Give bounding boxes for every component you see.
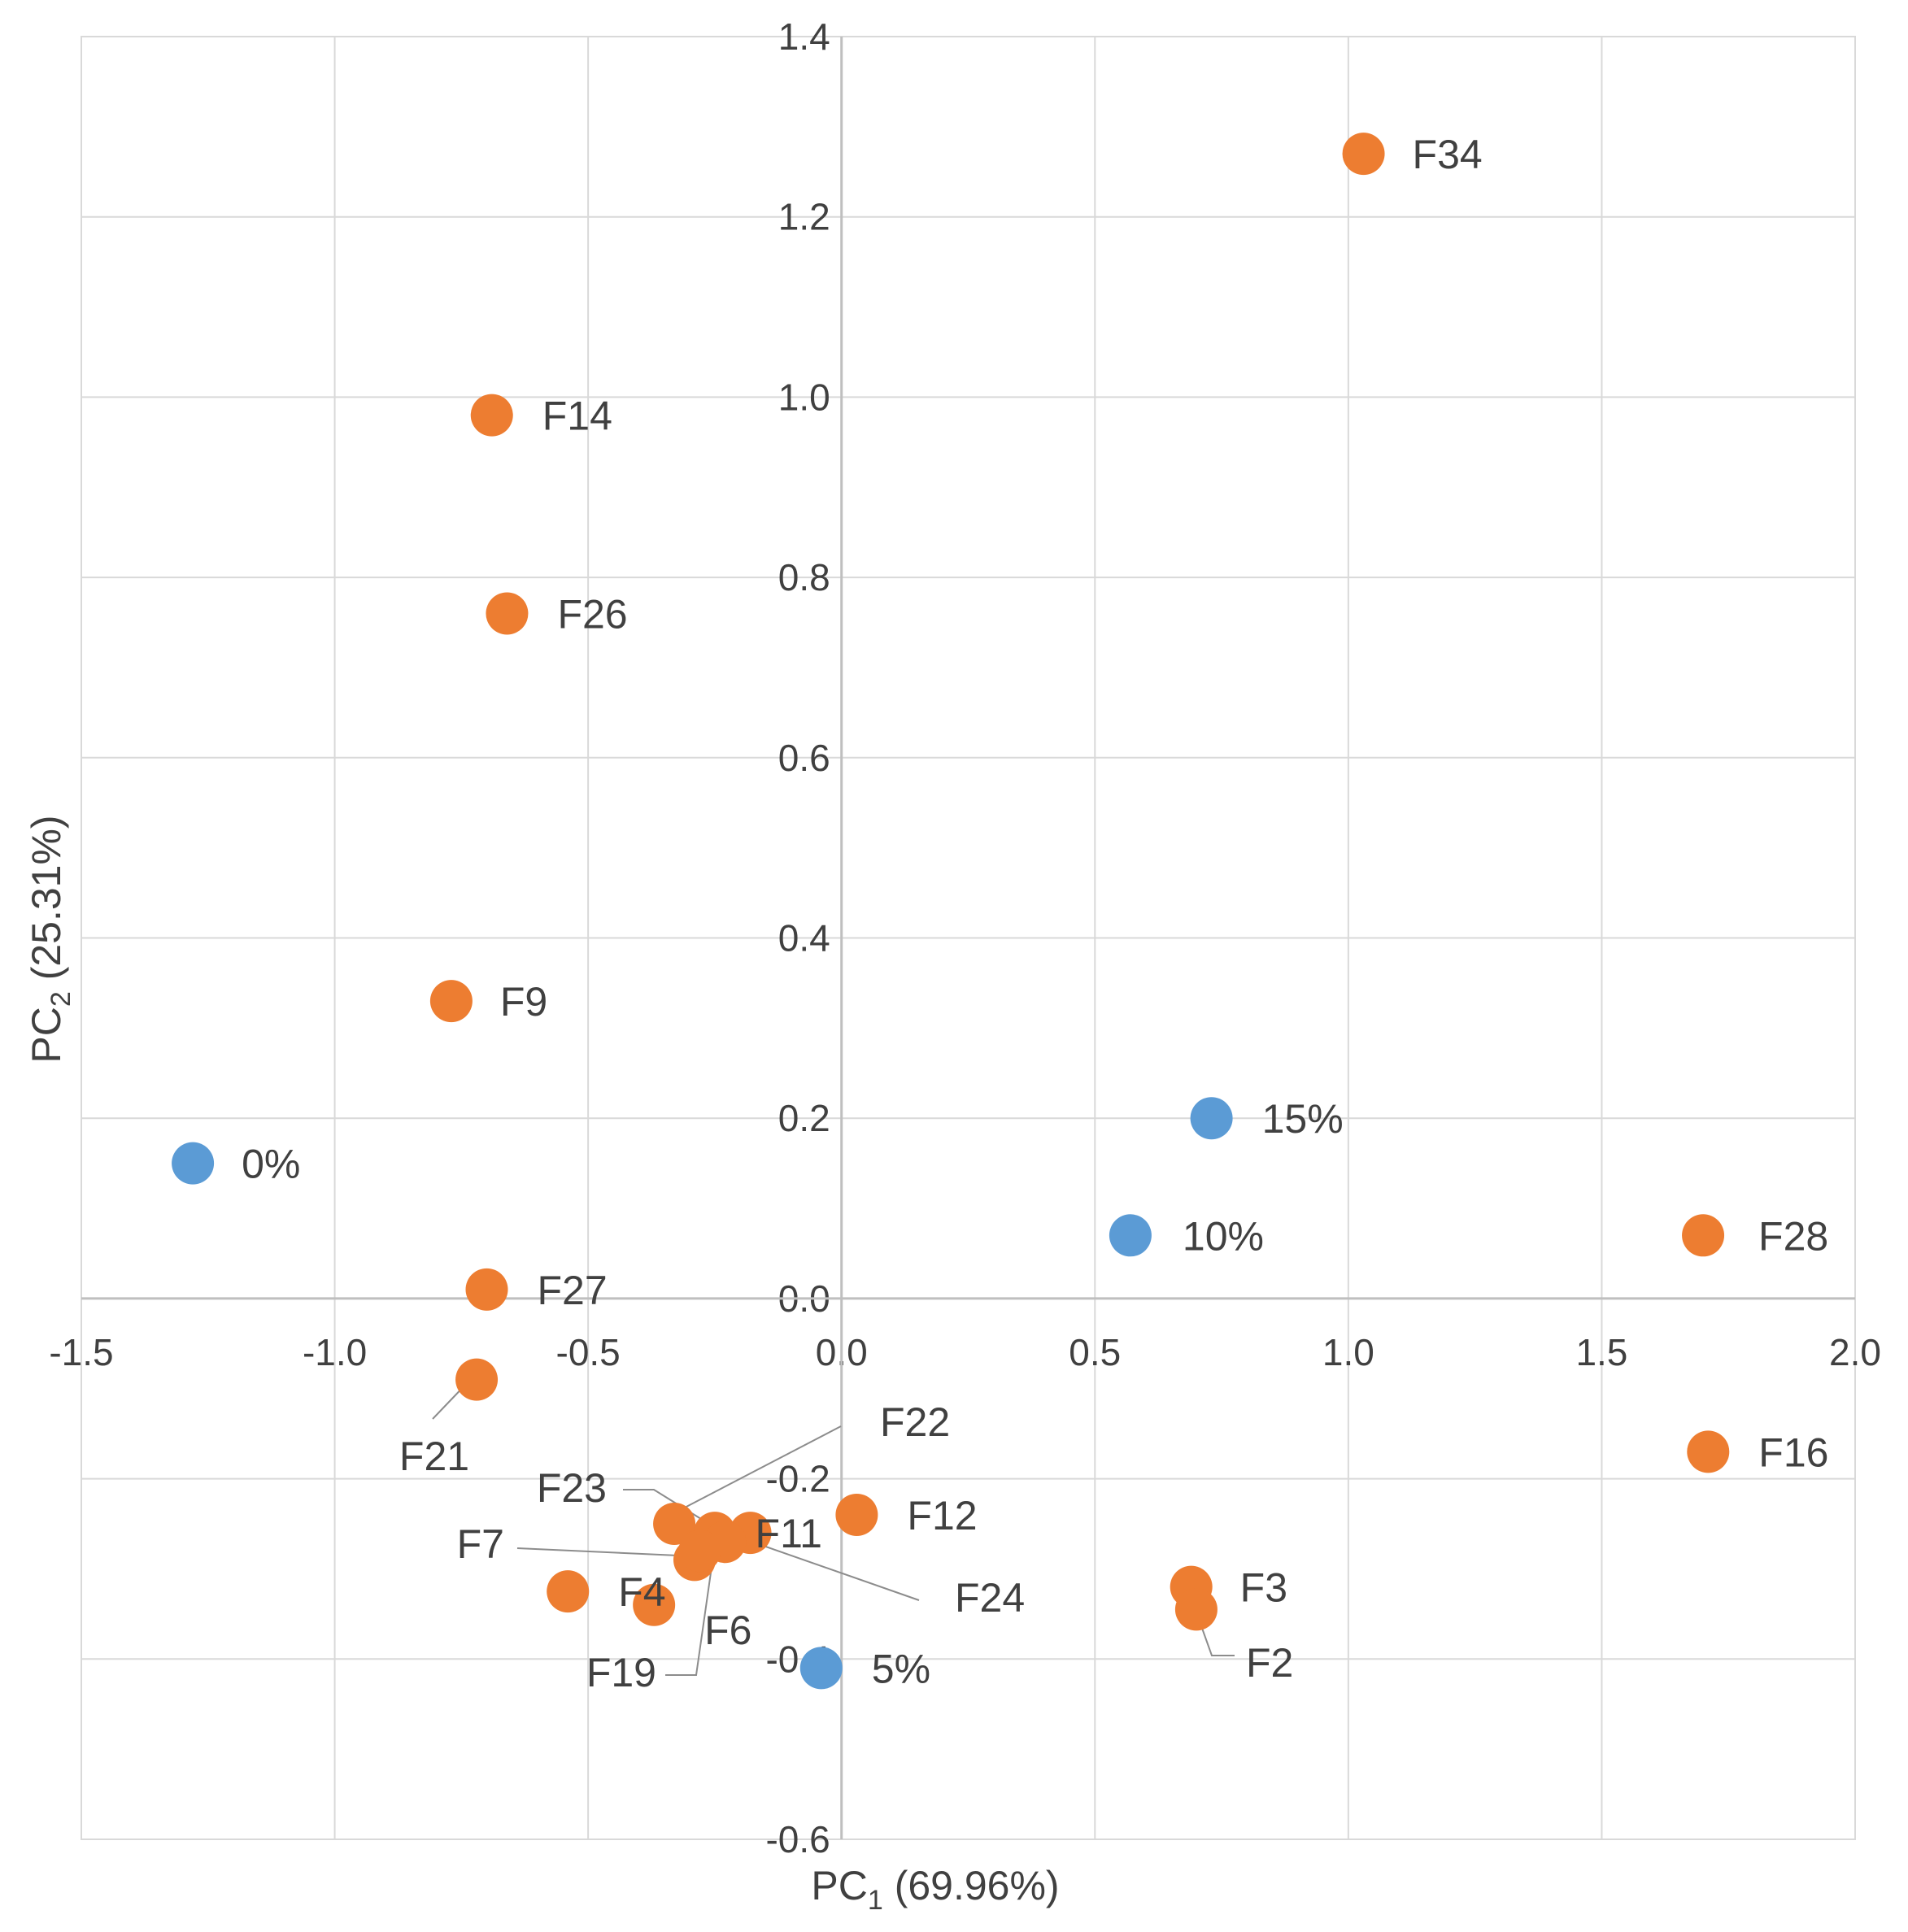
x-tick-label: -1.5 [49,1331,113,1373]
point-label: F4 [618,1569,665,1615]
scatter-point: F21 [455,1358,499,1401]
point-label: F12 [907,1493,977,1538]
point-label: 10% [1183,1213,1264,1259]
x-tick-label: -0.5 [556,1331,621,1373]
data-points: 0% 5% 10% 15% F34 F14 F26 F9 F27 F21 F28 F16 F12 F3 F2… [172,133,1730,1690]
y-axis-title: PC2 (25.31%) [24,815,76,1063]
point-label: F11 [756,1511,822,1556]
point-labels: 0% 5% 10% 15% F34 F14 F26 F9 F27 F21 F28 F16 F12 F3 F2… [242,132,1828,1695]
x-tick-label: -1.0 [303,1331,367,1373]
x-tick-label: 1.0 [1322,1331,1374,1373]
scatter-point: F28 [1682,1214,1725,1257]
scatter-point: F6 [633,1583,676,1626]
point-label: F6 [704,1608,751,1653]
y-tick-label: 0.2 [778,1097,830,1139]
y-tick-label: -0.6 [765,1818,830,1860]
x-tick-label: 2.0 [1829,1331,1881,1373]
axes: -1.5 -1.0 -0.5 0.0 0.5 1.0 1.5 2.0-0.6-0.4-0.20… [49,15,1881,1860]
y-tick-label: 1.2 [778,196,830,238]
scatter-point: 5% [799,1647,843,1690]
point-label: F21 [399,1434,469,1479]
y-tick-label: 1.0 [778,376,830,418]
scatter-point: 15% [1190,1097,1233,1140]
scatter-point: F12 [835,1493,878,1536]
x-tick-label: 0.5 [1069,1331,1121,1373]
point-label: F23 [537,1465,607,1511]
point-label: F19 [586,1650,656,1695]
point-label: F24 [955,1575,1025,1621]
point-label: 0% [242,1142,300,1187]
point-label: F2 [1246,1640,1293,1686]
y-tick-label: -0.2 [765,1458,830,1500]
y-tick-label: 1.4 [778,15,830,58]
point-label: F16 [1758,1429,1828,1475]
point-label: F3 [1240,1565,1287,1611]
x-axis-title: PC1 (69.96%) [811,1863,1059,1916]
label-leader-line [684,1425,842,1508]
label-leader-line [665,1538,717,1676]
scatter-point: 0% [172,1142,215,1185]
scatter-point: F9 [429,980,473,1023]
scatter-point: F4 [547,1570,590,1613]
point-label: F28 [1758,1213,1828,1259]
y-tick-label: 0.8 [778,556,830,598]
y-tick-label: 0.6 [778,737,830,779]
x-tick-label: 1.5 [1575,1331,1627,1373]
scatter-point: F27 [465,1268,508,1311]
label-leader-line [516,1547,697,1557]
scatter-point: F19 [678,1530,721,1573]
scatter-point: 10% [1109,1214,1152,1257]
scatter-point: F2 [1174,1588,1218,1631]
point-label: 5% [872,1646,930,1691]
point-label: F26 [557,591,627,637]
point-label: F7 [457,1521,504,1567]
scatter-point: F14 [470,394,513,437]
scatter-point: F26 [486,592,529,635]
scatter-point: F23 [653,1503,696,1546]
point-label: F14 [542,394,612,439]
point-label: F27 [538,1268,608,1313]
scatter-point: F34 [1342,133,1385,176]
point-label: F22 [880,1399,950,1445]
y-tick-label: 0.4 [778,917,830,959]
point-label: F9 [500,979,547,1025]
scatter-point: F16 [1687,1430,1730,1473]
point-label: 15% [1262,1096,1344,1142]
point-label: F34 [1413,132,1483,177]
